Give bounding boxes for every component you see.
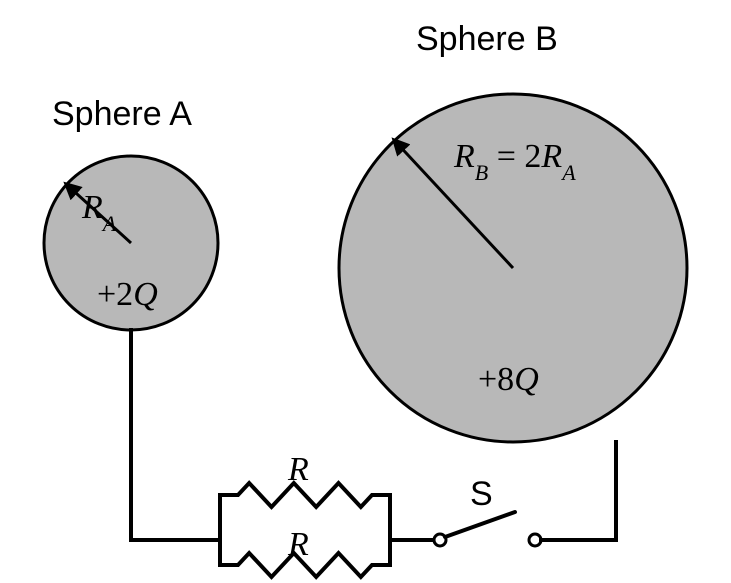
sphere-a-title: Sphere A [52,95,192,133]
resistor-label-bottom: R [287,526,309,563]
wire-right-drop [541,442,616,540]
sphere-b-title: Sphere B [416,20,558,58]
sphere-b-charge: +8Q [478,361,539,398]
resistor-label-top: R [287,451,309,488]
switch-arm [445,512,515,537]
wire-left-drop [131,330,220,540]
sphere-a-charge: +2Q [97,276,158,313]
switch-label: S [470,475,493,513]
